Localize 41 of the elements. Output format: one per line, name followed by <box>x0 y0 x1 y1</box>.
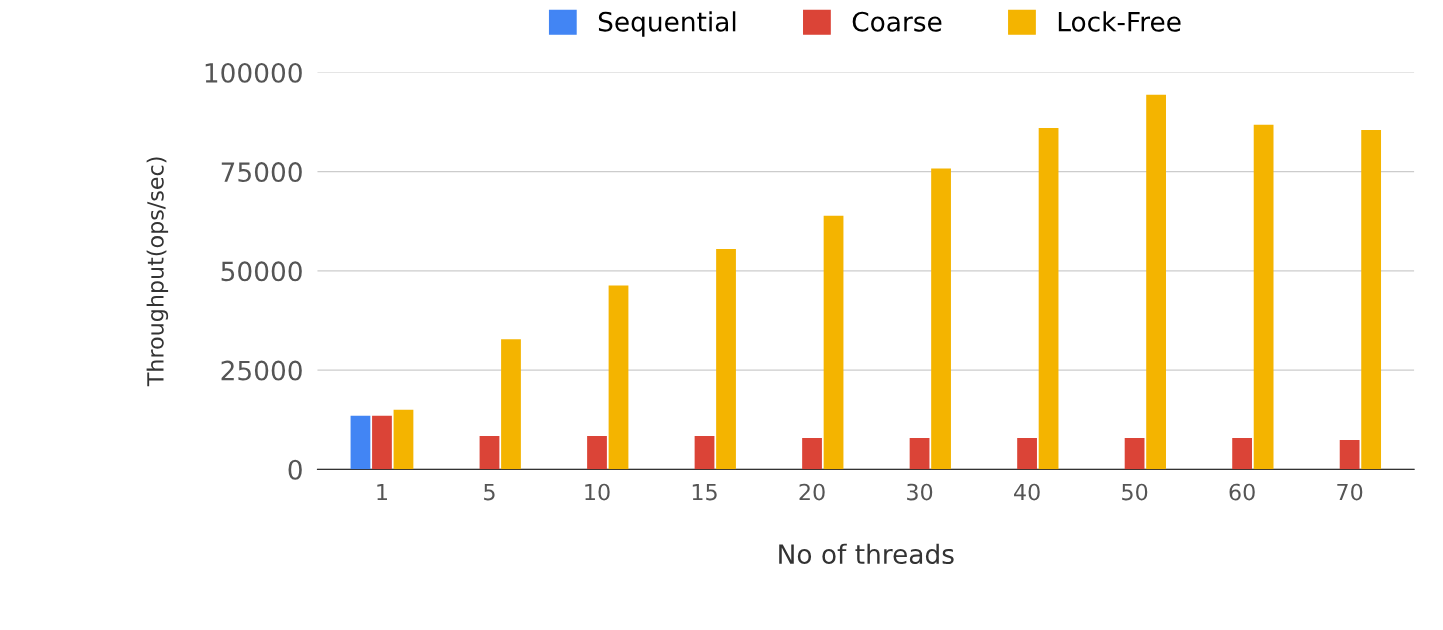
bar <box>1361 130 1382 470</box>
x-tick-label: 1 <box>377 483 387 501</box>
legend-label: Sequential <box>598 11 736 37</box>
y-tick-label: 0 <box>288 459 302 480</box>
y-axis-title: Throughput(ops/sec) <box>146 157 169 387</box>
x-axis-title: No of threads <box>779 543 954 565</box>
y-tick-label: 100000 <box>205 62 302 83</box>
y-tick-label: 50000 <box>221 261 302 282</box>
legend-label: Lock-Free <box>1058 11 1181 32</box>
bar <box>823 215 844 470</box>
x-tick-label: 40 <box>1014 483 1040 501</box>
bar <box>1124 437 1145 470</box>
bar <box>802 437 822 470</box>
x-tick-label: 50 <box>1122 483 1148 501</box>
bar <box>393 409 414 470</box>
x-tick-label: 15 <box>692 483 717 501</box>
x-tick-label: 10 <box>585 483 610 501</box>
x-tick-label: 5 <box>484 483 495 501</box>
bar <box>1253 124 1274 470</box>
bar <box>1017 437 1037 470</box>
bar <box>1232 437 1252 470</box>
x-tick-label: 60 <box>1229 483 1255 501</box>
y-tick-label: 25000 <box>221 360 302 381</box>
bar <box>608 285 629 470</box>
x-tick-label: 70 <box>1337 483 1363 501</box>
x-tick-label: 30 <box>907 483 933 501</box>
bar <box>1146 94 1166 470</box>
bar <box>350 415 371 470</box>
bar <box>501 339 521 470</box>
bar <box>479 436 500 470</box>
bar <box>1038 128 1059 470</box>
y-tick-label: 75000 <box>221 162 302 183</box>
bar <box>587 436 607 470</box>
x-tick-label: 20 <box>799 483 825 501</box>
bar <box>372 415 392 470</box>
bar <box>909 437 930 470</box>
bar <box>1339 439 1360 470</box>
bar <box>716 249 736 470</box>
bar <box>694 436 715 470</box>
legend-label: Coarse <box>852 11 942 32</box>
bar <box>931 168 951 470</box>
